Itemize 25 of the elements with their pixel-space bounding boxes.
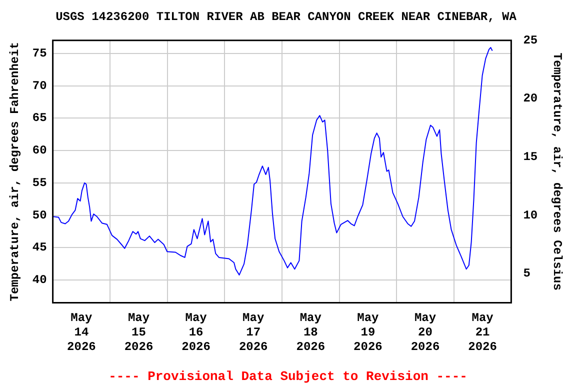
y2-tick-label: 5 xyxy=(523,266,530,281)
x-tick-label: May 19 2026 xyxy=(354,311,382,354)
x-tick-label: May 21 2026 xyxy=(468,311,497,354)
chart-title: USGS 14236200 TILTON RIVER AB BEAR CANYON CREEK NEAR CINEBAR, WA xyxy=(56,10,518,24)
y-tick-label: 70 xyxy=(32,78,47,93)
y-tick-label: 75 xyxy=(32,46,47,60)
x-tick-label: May 14 2026 xyxy=(67,311,96,354)
y2-tick-label: 20 xyxy=(523,92,538,106)
y-tick-label: 40 xyxy=(32,273,47,288)
x-tick-label: May 15 2026 xyxy=(124,311,154,354)
x-tick-label: May 16 2026 xyxy=(182,311,210,354)
y2-tick-label: 10 xyxy=(523,208,538,222)
y-tick-label: 65 xyxy=(32,111,47,126)
x-tick-label: May 17 2026 xyxy=(238,311,268,354)
y2-tick-label: 15 xyxy=(523,150,538,164)
y-tick-label: 55 xyxy=(32,176,47,190)
x-tick-label: May 20 2026 xyxy=(410,311,440,354)
y-axis-title: Temperature, air, degrees Fahrenheit xyxy=(8,42,22,302)
y2-tick-label: 25 xyxy=(523,33,538,48)
y2-axis-title: Temperature, air, degrees Celsius xyxy=(550,52,564,290)
y-tick-label: 60 xyxy=(32,144,47,158)
x-tick-label: May 18 2026 xyxy=(296,311,326,354)
y-tick-label: 45 xyxy=(32,240,47,255)
text: ---- Provisional Data Subject to Revision ---- xyxy=(108,369,468,384)
y-tick-label: 50 xyxy=(32,208,47,222)
